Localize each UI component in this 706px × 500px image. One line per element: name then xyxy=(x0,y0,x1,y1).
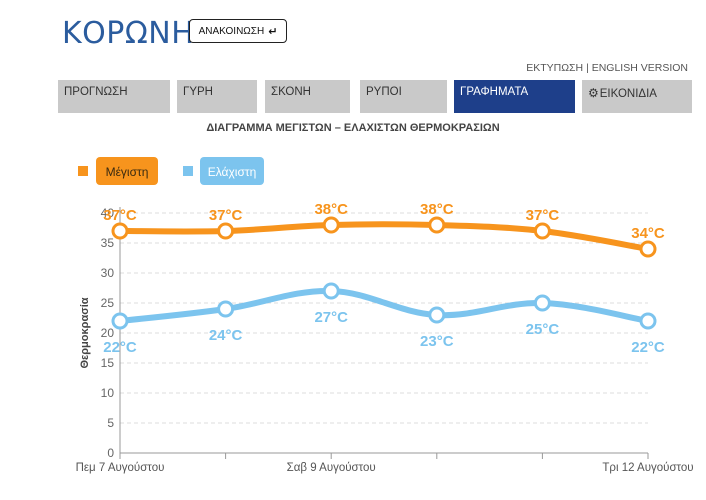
tab-label: ΡΥΠΟΙ xyxy=(366,86,402,98)
tab-label: ΣΚΟΝΗ xyxy=(271,86,311,98)
max-data-label: 37°C xyxy=(526,207,560,224)
max-series-line xyxy=(117,221,651,252)
max-data-label: 34°C xyxy=(631,225,665,242)
y-tick-label: 20 xyxy=(101,326,115,340)
min-point[interactable] xyxy=(428,306,446,324)
tab-pollen[interactable]: ΓΥΡΗ xyxy=(177,80,257,113)
y-tick-label: 10 xyxy=(101,386,115,400)
min-series-line xyxy=(117,287,651,324)
tab-label: ΓΡΑΦΗΜΑΤΑ xyxy=(460,86,529,98)
y-tick-label: 5 xyxy=(107,416,114,430)
max-data-label: 37°C xyxy=(103,207,137,224)
legend-marker-min xyxy=(183,166,193,176)
top-links: ΕΚΤΥΠΩΣΗ | ENGLISH VERSION xyxy=(526,62,688,74)
site-title: ΚΟΡΩΝΗ xyxy=(62,16,195,51)
announcement-button[interactable]: ΑΝΑΚΟΙΝΩΣΗ ↵ xyxy=(189,19,287,43)
max-data-label: 37°C xyxy=(209,207,243,224)
tab-dust[interactable]: ΣΚΟΝΗ xyxy=(265,80,350,113)
x-tick-label: Σαβ 9 Αυγούστου xyxy=(287,462,376,474)
max-point[interactable] xyxy=(111,222,129,240)
min-data-label: 22°C xyxy=(631,339,665,356)
y-tick-label: 15 xyxy=(101,356,115,370)
legend-marker-max xyxy=(78,166,88,176)
legend-badge-min[interactable] xyxy=(200,157,264,185)
max-data-label: 38°C xyxy=(420,201,454,218)
x-tick-label: Πεμ 7 Αυγούστου xyxy=(76,462,165,474)
max-point[interactable] xyxy=(639,240,657,258)
y-tick-label: 30 xyxy=(101,266,115,280)
tab-charts[interactable]: ΓΡΑΦΗΜΑΤΑ xyxy=(454,80,575,113)
y-tick-label: 0 xyxy=(107,446,114,460)
legend-badge-max[interactable] xyxy=(96,157,158,185)
link-separator: | xyxy=(586,62,589,74)
tab-forecast[interactable]: ΠΡΟΓΝΩΣΗ xyxy=(58,80,170,113)
english-version-link[interactable]: ENGLISH VERSION xyxy=(591,62,688,74)
tab-label: ΓΥΡΗ xyxy=(183,86,213,98)
tab-icons[interactable]: ⚙ΕΙΚΟΝΙΔΙΑ xyxy=(582,80,692,113)
tab-pollutants[interactable]: ΡΥΠΟΙ xyxy=(360,80,447,113)
legend-label-min: Ελάχιστη xyxy=(208,165,257,179)
min-data-label: 22°C xyxy=(103,339,137,356)
min-data-label: 27°C xyxy=(314,309,348,326)
legend-label-max: Μέγιστη xyxy=(106,165,149,179)
min-point[interactable] xyxy=(217,300,235,318)
max-point[interactable] xyxy=(217,222,235,240)
min-point[interactable] xyxy=(322,282,340,300)
max-point[interactable] xyxy=(533,222,551,240)
y-tick-label: 35 xyxy=(101,236,115,250)
min-data-label: 23°C xyxy=(420,333,454,350)
min-data-label: 25°C xyxy=(526,321,560,338)
tab-label: ΠΡΟΓΝΩΣΗ xyxy=(64,86,128,98)
x-tick-label: Τρι 12 Αυγούστου xyxy=(602,462,693,474)
max-data-label: 38°C xyxy=(314,201,348,218)
max-point[interactable] xyxy=(428,216,446,234)
y-tick-label: 40 xyxy=(101,206,115,220)
min-data-label: 24°C xyxy=(209,327,243,344)
gear-icon: ⚙ xyxy=(588,86,599,100)
min-point[interactable] xyxy=(533,294,551,312)
arrow-return-icon: ↵ xyxy=(268,25,278,38)
print-link[interactable]: ΕΚΤΥΠΩΣΗ xyxy=(526,62,584,74)
y-axis-label: Θερμοκρασία xyxy=(79,297,91,368)
min-point[interactable] xyxy=(111,312,129,330)
chart-title: ΔΙΑΓΡΑΜΜΑ ΜΕΓΙΣΤΩΝ – ΕΛΑΧΙΣΤΩΝ ΘΕΡΜΟΚΡΑΣ… xyxy=(206,122,500,134)
y-tick-label: 25 xyxy=(101,296,115,310)
main-tabs: ΠΡΟΓΝΩΣΗ ΓΥΡΗ ΣΚΟΝΗ ΡΥΠΟΙ ΓΡΑΦΗΜΑΤΑ ⚙ΕΙΚ… xyxy=(58,80,698,113)
min-point[interactable] xyxy=(639,312,657,330)
max-point[interactable] xyxy=(322,216,340,234)
announcement-label: ΑΝΑΚΟΙΝΩΣΗ xyxy=(198,25,265,37)
tab-label: ΕΙΚΟΝΙΔΙΑ xyxy=(599,88,657,100)
